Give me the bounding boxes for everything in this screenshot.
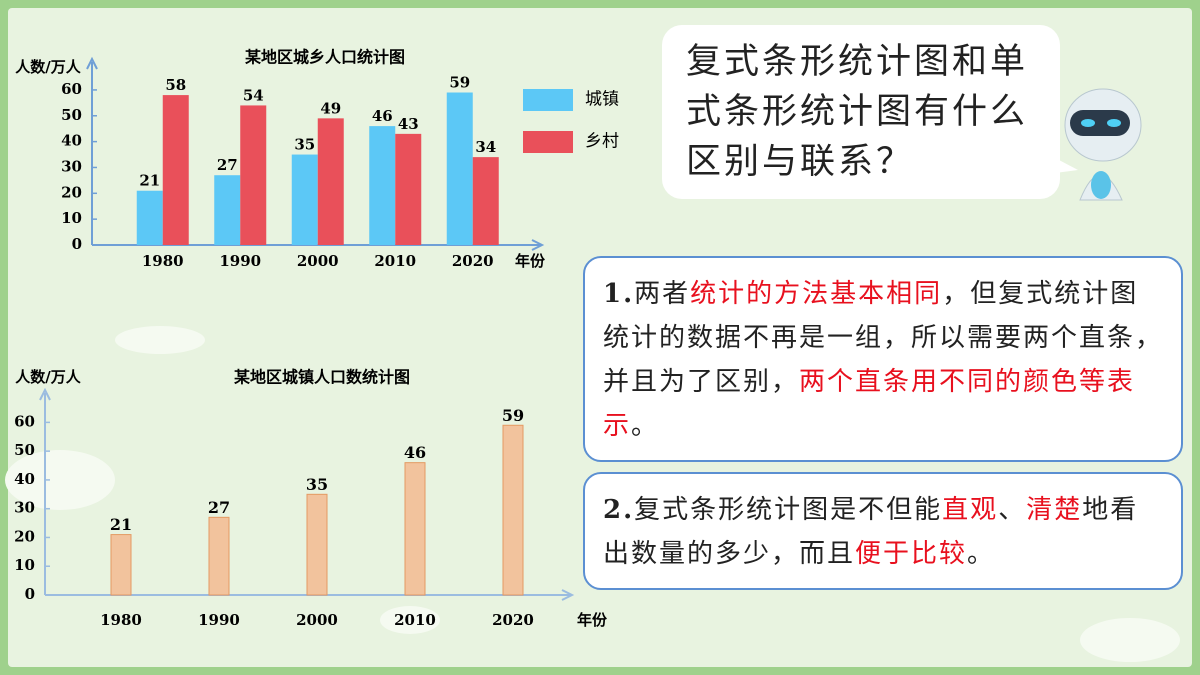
y-tick-label: 50 bbox=[61, 106, 82, 124]
cloud bbox=[5, 450, 115, 510]
note-box: 2.复式条形统计图是不但能直观、清楚地看出数量的多少，而且便于比较。 bbox=[583, 472, 1183, 590]
y-tick-label: 20 bbox=[61, 183, 82, 201]
y-axis-arrow bbox=[39, 387, 51, 401]
x-axis-arrow bbox=[561, 589, 575, 601]
data-label: 21 bbox=[139, 172, 160, 190]
bar bbox=[317, 118, 344, 245]
chart-title: 某地区城乡人口统计图 bbox=[244, 48, 405, 67]
data-label: 46 bbox=[372, 107, 393, 125]
y-axis-label: 人数/万人 bbox=[15, 58, 81, 76]
speech-bubble: 复式条形统计图和单式条形统计图有什么区别与联系？ bbox=[662, 25, 1060, 199]
legend-swatch bbox=[523, 89, 573, 111]
text-run: 清楚 bbox=[1026, 495, 1083, 525]
bar bbox=[472, 157, 499, 245]
legend-swatch bbox=[523, 131, 573, 153]
data-label: 58 bbox=[165, 76, 186, 94]
text-run: 两个直条用不同的颜色等表示 bbox=[603, 367, 1136, 441]
chart-title: 某地区城镇人口数统计图 bbox=[233, 368, 410, 387]
data-label: 54 bbox=[243, 86, 264, 104]
y-tick-label: 30 bbox=[61, 157, 82, 175]
bar bbox=[369, 126, 396, 245]
data-label: 49 bbox=[320, 99, 341, 117]
point-number: 2. bbox=[603, 495, 635, 525]
y-axis-arrow bbox=[86, 56, 98, 70]
x-tick-label: 1980 bbox=[100, 611, 142, 629]
cloud bbox=[380, 606, 440, 634]
cloud bbox=[1080, 618, 1180, 662]
data-label: 46 bbox=[404, 443, 426, 462]
bar bbox=[395, 133, 422, 245]
data-label: 34 bbox=[475, 138, 496, 156]
x-axis-label: 年份 bbox=[515, 252, 546, 270]
data-label: 35 bbox=[294, 136, 315, 154]
x-tick-label: 2020 bbox=[492, 611, 534, 629]
x-tick-label: 1980 bbox=[142, 252, 184, 270]
data-label: 59 bbox=[502, 406, 524, 425]
note-box: 1.两者统计的方法基本相同，但复式统计图统计的数据不再是一组，所以需要两个直条，… bbox=[583, 256, 1183, 462]
bar bbox=[214, 175, 241, 245]
bar bbox=[502, 424, 524, 596]
point-number: 1. bbox=[603, 279, 635, 309]
text-run: 、 bbox=[998, 495, 1027, 525]
text-run: 直观 bbox=[942, 495, 999, 525]
bar bbox=[162, 95, 189, 245]
bar bbox=[404, 462, 426, 596]
x-tick-label: 2000 bbox=[296, 611, 338, 629]
data-label: 27 bbox=[208, 498, 230, 517]
x-tick-label: 1990 bbox=[219, 252, 261, 270]
bar bbox=[110, 534, 132, 596]
y-tick-label: 60 bbox=[14, 412, 35, 430]
x-axis-label: 年份 bbox=[577, 611, 608, 629]
y-tick-label: 0 bbox=[72, 235, 82, 253]
y-tick-label: 30 bbox=[14, 499, 35, 517]
y-tick-label: 10 bbox=[14, 556, 35, 574]
legend-label: 乡村 bbox=[585, 132, 619, 152]
text-run: 便于比较 bbox=[855, 539, 968, 569]
y-tick-label: 60 bbox=[61, 80, 82, 98]
data-label: 35 bbox=[306, 475, 328, 494]
y-tick-label: 50 bbox=[14, 441, 35, 459]
bar bbox=[136, 190, 163, 245]
x-tick-label: 2010 bbox=[394, 611, 436, 629]
cloud bbox=[115, 326, 205, 354]
text-run: 复式条形统计图是不但能 bbox=[634, 495, 943, 525]
legend-label: 城镇 bbox=[585, 90, 619, 110]
x-tick-label: 2000 bbox=[297, 252, 339, 270]
text-run: 两者 bbox=[634, 279, 691, 309]
text-run: 。 bbox=[967, 539, 996, 569]
y-axis-label: 人数/万人 bbox=[15, 368, 81, 386]
y-tick-label: 40 bbox=[61, 132, 82, 150]
x-tick-label: 1990 bbox=[198, 611, 240, 629]
y-tick-label: 20 bbox=[14, 527, 35, 545]
data-label: 59 bbox=[449, 74, 470, 92]
x-axis-arrow bbox=[531, 239, 545, 251]
text-run: 统计的方法基本相同 bbox=[690, 279, 943, 309]
bar bbox=[208, 516, 230, 596]
y-tick-label: 10 bbox=[61, 209, 82, 227]
y-tick-label: 40 bbox=[14, 470, 35, 488]
data-label: 43 bbox=[398, 115, 419, 133]
data-label: 27 bbox=[217, 156, 238, 174]
x-tick-label: 2020 bbox=[452, 252, 494, 270]
data-label: 21 bbox=[110, 515, 132, 534]
text-run: ，但复式统计图统计的数据不再是一组，所以需要两个直条，并且为了区别， bbox=[603, 279, 1164, 397]
bar bbox=[446, 92, 473, 245]
robot bbox=[1064, 88, 1142, 201]
bar bbox=[306, 493, 328, 596]
bar bbox=[240, 105, 267, 245]
text-run: 。 bbox=[631, 411, 660, 441]
bar bbox=[291, 154, 318, 245]
y-tick-label: 0 bbox=[25, 585, 35, 603]
text-run: 地看出数量的多少，而且 bbox=[603, 495, 1139, 569]
x-tick-label: 2010 bbox=[374, 252, 416, 270]
